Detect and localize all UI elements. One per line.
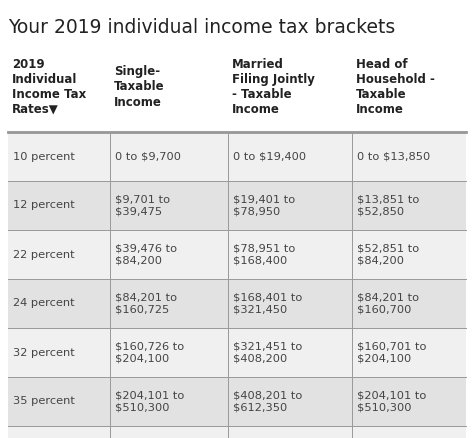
Bar	[8, 132, 466, 181]
Text: Head of
Household -
Taxable
Income: Head of Household - Taxable Income	[356, 58, 435, 116]
Text: Your 2019 individual income tax brackets: Your 2019 individual income tax brackets	[8, 18, 395, 37]
Text: $78,951 to
$168,400: $78,951 to $168,400	[233, 244, 295, 265]
Text: $204,101 to
$510,300: $204,101 to $510,300	[115, 391, 184, 412]
Bar	[8, 230, 466, 279]
Text: $52,851 to
$84,200: $52,851 to $84,200	[357, 244, 419, 265]
Text: $84,201 to
$160,725: $84,201 to $160,725	[115, 293, 177, 314]
Text: $84,201 to
$160,700: $84,201 to $160,700	[357, 293, 419, 314]
Bar	[8, 181, 466, 230]
Text: $39,476 to
$84,200: $39,476 to $84,200	[115, 244, 177, 265]
Text: 32 percent: 32 percent	[13, 347, 75, 357]
Text: $408,201 to
$612,350: $408,201 to $612,350	[233, 391, 302, 412]
Text: 0 to $19,400: 0 to $19,400	[233, 152, 306, 162]
Text: 24 percent: 24 percent	[13, 299, 74, 308]
Text: 35 percent: 35 percent	[13, 396, 75, 406]
Text: 22 percent: 22 percent	[13, 250, 74, 259]
Text: $13,851 to
$52,850: $13,851 to $52,850	[357, 195, 419, 216]
Bar	[8, 328, 466, 377]
Text: 0 to $13,850: 0 to $13,850	[357, 152, 430, 162]
Text: $160,726 to
$204,100: $160,726 to $204,100	[115, 342, 184, 363]
Bar	[8, 377, 466, 426]
Text: 0 to $9,700: 0 to $9,700	[115, 152, 181, 162]
Text: 12 percent: 12 percent	[13, 201, 75, 211]
Text: 10 percent: 10 percent	[13, 152, 75, 162]
Text: $168,401 to
$321,450: $168,401 to $321,450	[233, 293, 302, 314]
Text: Married
Filing Jointly
- Taxable
Income: Married Filing Jointly - Taxable Income	[232, 58, 315, 116]
Bar	[8, 279, 466, 328]
Text: 2019
Individual
Income Tax
Rates▼: 2019 Individual Income Tax Rates▼	[12, 58, 86, 116]
Text: $204,101 to
$510,300: $204,101 to $510,300	[357, 391, 427, 412]
Text: Single-
Taxable
Income: Single- Taxable Income	[114, 66, 164, 109]
Bar	[8, 426, 466, 438]
Text: $19,401 to
$78,950: $19,401 to $78,950	[233, 195, 295, 216]
Text: $321,451 to
$408,200: $321,451 to $408,200	[233, 342, 302, 363]
Text: $160,701 to
$204,100: $160,701 to $204,100	[357, 342, 427, 363]
Text: $9,701 to
$39,475: $9,701 to $39,475	[115, 195, 170, 216]
